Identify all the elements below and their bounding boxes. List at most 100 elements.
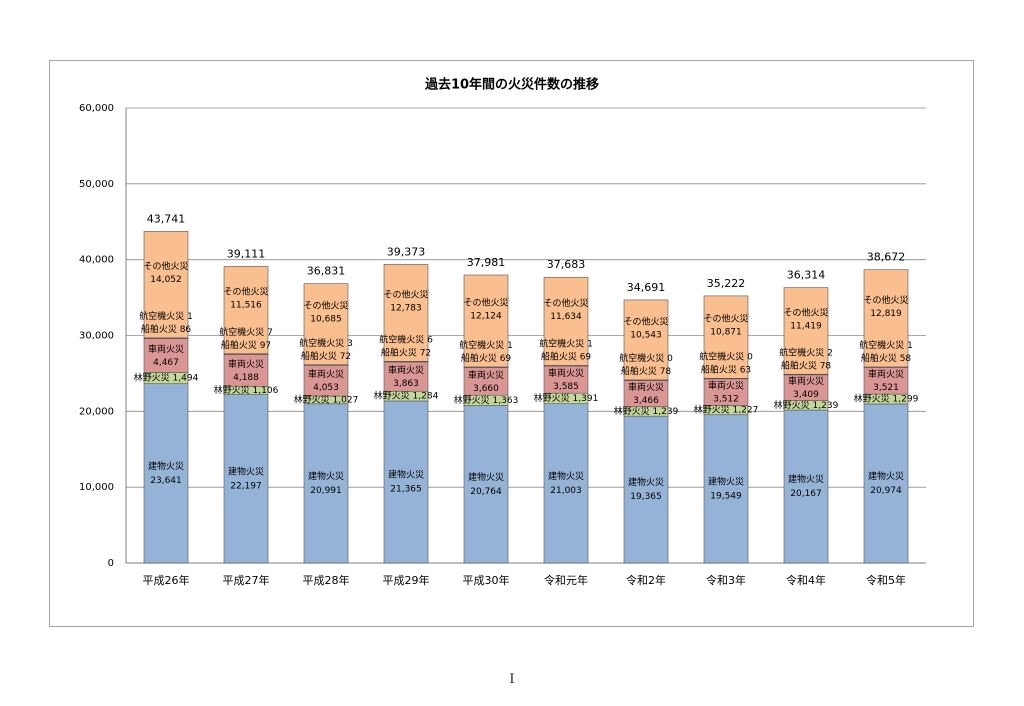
bar-group [863,269,909,564]
data-label-aircraft: 航空機火災 7 [219,326,273,338]
bar-segment-vehicle [143,338,189,373]
data-label-value: 12,819 [870,309,902,319]
data-label-aircraft: 航空機火災 6 [379,333,433,345]
data-label-ship: 船舶火災 97 [221,339,271,351]
data-label-value: 11,516 [230,301,262,311]
data-label-value: 3,585 [553,382,579,392]
data-label-name: その他火災 [543,297,588,309]
data-label-name: 車両火災 [148,343,184,355]
bar-segment-vehicle [623,380,669,408]
data-label-forest: 林野火災 1,227 [694,404,759,416]
bar-segment-other [783,287,829,375]
data-label-name: 建物火災 [468,471,504,483]
data-label-forest: 林野火災 1,363 [454,394,519,406]
data-label-value: 3,409 [793,390,819,400]
data-label-name: その他火災 [623,315,668,327]
x-tick-label: 平成29年 [383,573,430,587]
data-label-name: 建物火災 [148,460,184,472]
x-tick-label: 令和元年 [544,573,588,587]
total-label: 39,373 [387,245,426,258]
data-label-name: 車両火災 [468,369,504,381]
data-label-value: 19,549 [710,491,742,501]
data-label-value: 12,783 [390,303,422,313]
total-label: 39,111 [227,247,266,260]
total-label: 37,981 [467,256,506,269]
data-label-name: 建物火災 [308,470,344,482]
data-label-name: 車両火災 [548,367,584,379]
data-label-ship: 船舶火災 72 [301,350,351,362]
bar-group [143,230,189,564]
bar-group [783,287,829,564]
data-label-name: その他火災 [863,294,908,306]
bar-group [223,266,269,564]
bar-group [703,295,749,564]
bar-group [383,264,429,564]
data-label-value: 23,641 [150,476,182,486]
bar-segment-other [143,230,189,339]
data-label-value: 14,052 [150,275,182,285]
data-label-value: 10,685 [310,315,342,325]
data-label-forest: 林野火災 1,284 [374,390,439,402]
total-label: 35,222 [707,277,746,290]
bar-segment-building [463,405,509,564]
bar-segment-building [303,403,349,564]
bar-segment-other [623,299,669,381]
y-tick-label: 60,000 [79,103,114,114]
bar-segment-other [223,266,269,355]
data-label-value: 11,419 [790,321,822,331]
data-label-ship: 船舶火災 78 [781,359,832,371]
data-label-value: 20,764 [470,487,502,497]
data-label-value: 21,003 [550,486,582,496]
data-label-ship: 船舶火災 72 [381,346,431,358]
bar-group [463,274,509,564]
bar-group [623,299,669,564]
x-tick-label: 令和5年 [866,573,906,587]
bar-segment-building [703,414,749,564]
data-label-value: 4,467 [153,358,179,368]
bar-segment-building [783,409,829,564]
data-label-ship: 船舶火災 63 [701,363,751,375]
y-tick-label: 0 [108,558,114,569]
data-label-forest: 林野火災 1,299 [854,393,919,405]
bar-segment-other [383,264,429,362]
data-label-forest: 林野火災 1,106 [214,384,279,396]
chart-frame: 過去10年間の火災件数の推移 0 10,000 20,000 30,000 40,000 5… [49,60,974,627]
data-label-value: 21,365 [390,484,422,494]
bar-segment-other [703,295,749,379]
bar-segment-building [623,415,669,564]
bar-segment-building [863,403,909,564]
y-tick-label: 40,000 [79,255,114,266]
data-label-name: その他火災 [783,306,828,318]
data-label-value: 3,863 [393,379,419,389]
bar-segment-other [863,269,909,368]
data-label-name: 建物火災 [868,470,904,482]
total-label: 36,831 [307,265,346,278]
x-tick-label: 令和2年 [626,573,666,587]
data-label-name: 建物火災 [388,468,424,480]
data-label-value: 4,053 [313,383,339,393]
data-label-name: 建物火災 [708,475,744,487]
total-label: 38,672 [867,251,906,264]
x-tick-label: 平成30年 [463,573,510,587]
data-label-name: 建物火災 [548,470,584,482]
y-tick-label: 30,000 [79,331,114,342]
data-label-name: 車両火災 [628,381,664,393]
bar-segment-building [383,400,429,564]
data-label-value: 20,974 [870,486,902,496]
data-label-forest: 林野火災 1,391 [534,392,599,404]
y-tick-label: 20,000 [79,406,114,417]
data-label-value: 10,871 [710,328,742,338]
bar-segment-building [223,394,269,564]
data-label-value: 19,365 [630,492,662,502]
data-label-value: 10,543 [630,330,662,340]
x-tick-label: 令和4年 [786,573,826,587]
data-label-ship: 船舶火災 69 [461,352,512,364]
bar-segment-other [303,283,349,366]
data-label-name: 車両火災 [308,368,344,380]
data-label-name: 車両火災 [388,364,424,376]
bar-segment-other [543,276,589,366]
bar-segment-building [543,403,589,564]
x-tick-label: 平成26年 [143,573,190,587]
total-label: 34,691 [627,281,666,294]
data-label-name: 車両火災 [228,358,264,370]
